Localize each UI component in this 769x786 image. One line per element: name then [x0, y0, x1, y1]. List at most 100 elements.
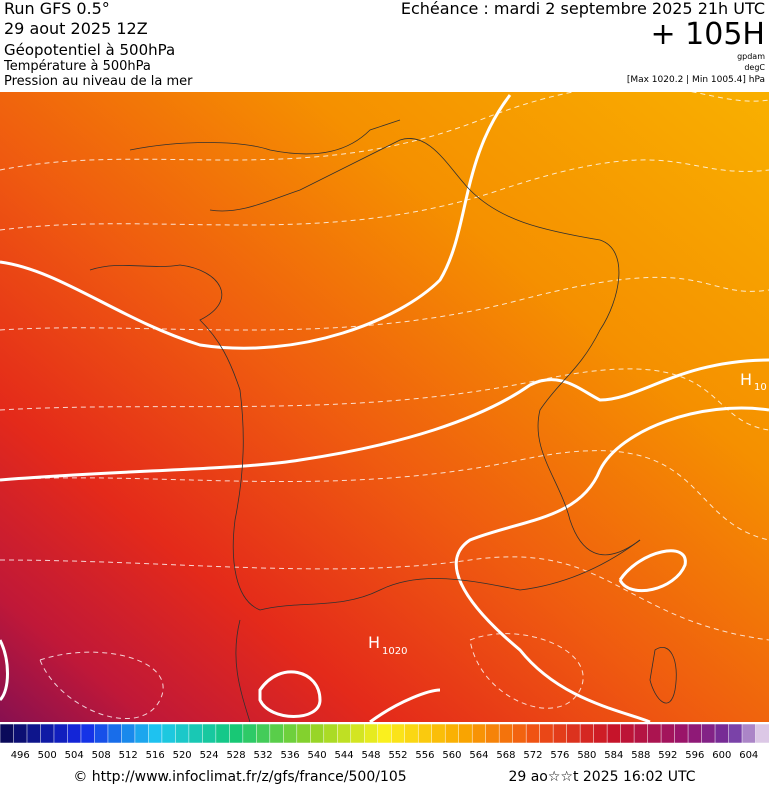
colorbar-label: 572: [523, 750, 542, 761]
colorbar-swatch: [188, 723, 204, 744]
high-letter: H: [740, 370, 752, 389]
colorbar-swatch: [202, 723, 217, 744]
unit: gpdam: [737, 52, 765, 61]
colorbar-swatch: [310, 723, 325, 744]
colorbar-swatch: [229, 723, 244, 744]
colorbar-label: 516: [146, 750, 165, 761]
colorbar-label: 568: [496, 750, 515, 761]
colorbar-swatch: [633, 723, 649, 744]
pressure-contours: [0, 94, 769, 724]
colorbar-label: 552: [388, 750, 407, 761]
unit: degC: [744, 63, 765, 72]
colorbar-swatch: [175, 723, 190, 744]
colorbar-label: 596: [685, 750, 704, 761]
colorbar-label: 560: [442, 750, 461, 761]
colorbar-label: 524: [200, 750, 219, 761]
colorbar-swatch: [148, 723, 163, 744]
colorbar-swatch: [283, 723, 298, 744]
colorbar-label: 512: [119, 750, 138, 761]
map: H 1020 H 10: [0, 85, 769, 724]
colorbar: 496 500 504 508 512 516 520 524 528 532 536 540 544 5…: [0, 723, 769, 761]
high-letter: H: [368, 633, 380, 652]
colorbar-swatch: [364, 723, 379, 744]
colorbar-swatch: [26, 723, 42, 744]
colorbar-swatch: [377, 723, 392, 744]
colorbar-label: 580: [577, 750, 596, 761]
colorbar-swatch: [714, 723, 730, 744]
colorbar-swatch: [701, 723, 716, 744]
run: Run GFS 0.5°: [4, 0, 110, 18]
colorbar-swatch: [458, 723, 473, 744]
colorbar-swatch: [512, 723, 527, 744]
colorbar-swatch: [337, 723, 352, 744]
colorbar-label: 588: [631, 750, 650, 761]
echeance: Echéance : mardi 2 septembre 2025 21h UT…: [401, 0, 765, 18]
high-value: 10: [754, 382, 767, 393]
colorbar-label: 564: [469, 750, 488, 761]
colorbar-swatch: [404, 723, 419, 744]
colorbar-label: 504: [65, 750, 84, 761]
colorbar-swatch: [579, 723, 595, 744]
lead: + 105H: [651, 17, 766, 52]
colorbar-label: 604: [739, 750, 758, 761]
colorbar-label: 556: [415, 750, 434, 761]
colorbar-swatch: [121, 723, 136, 744]
range: [Max 1020.2 | Min 1005.4] hPa: [627, 75, 765, 85]
coastlines: [89, 119, 677, 723]
colorbar-swatch: [53, 723, 69, 744]
colorbar-label: 548: [361, 750, 380, 761]
colorbar-swatch: [498, 723, 514, 744]
colorbar-label: 536: [281, 750, 300, 761]
colorbar-swatch: [741, 723, 757, 744]
colorbar-label: 532: [254, 750, 273, 761]
colorbar-swatch: [552, 723, 568, 744]
colorbar-swatch: [256, 723, 271, 744]
colorbar-label: 500: [38, 750, 57, 761]
colorbar-swatch: [13, 723, 28, 744]
field2: Température à 500hPa: [3, 59, 151, 74]
colorbar-swatch: [755, 723, 769, 744]
colorbar-swatch: [0, 723, 15, 744]
colorbar-swatch: [350, 723, 366, 744]
colorbar-swatch: [539, 723, 554, 744]
date: 29 aout 2025 12Z: [4, 19, 148, 38]
colorbar-swatch: [660, 723, 676, 744]
temperature-contours: [0, 85, 769, 719]
colorbar-swatch: [40, 723, 55, 744]
map-background: [0, 92, 769, 722]
colorbar-swatch: [566, 723, 581, 744]
colorbar-swatch: [687, 723, 703, 744]
colorbar-swatch: [134, 723, 150, 744]
colorbar-label: 592: [658, 750, 677, 761]
field: Géopotentiel à 500hPa: [4, 41, 175, 59]
colorbar-label: 540: [307, 750, 326, 761]
colorbar-swatch: [674, 723, 689, 744]
colorbar-swatch: [80, 723, 96, 744]
colorbar-label: 600: [712, 750, 731, 761]
colorbar-swatch: [215, 723, 231, 744]
footer-stamp: 29 ao☆☆t 2025 16:02 UTC: [508, 769, 695, 785]
colorbar-swatch: [67, 723, 82, 744]
colorbar-swatch: [728, 723, 743, 744]
colorbar-label: 544: [334, 750, 353, 761]
colorbar-swatch: [431, 723, 446, 744]
colorbar-swatch: [161, 723, 177, 744]
footer-url: © http://www.infoclimat.fr/z/gfs/france/…: [73, 769, 406, 785]
field3: Pression au niveau de la mer: [4, 74, 193, 89]
colorbar-swatch: [471, 723, 487, 744]
colorbar-swatch: [593, 723, 608, 744]
colorbar-swatch: [107, 723, 123, 744]
colorbar-swatch: [417, 723, 433, 744]
colorbar-swatch: [647, 723, 662, 744]
colorbar-swatch: [620, 723, 635, 744]
colorbar-swatch: [485, 723, 500, 744]
colorbar-swatch: [606, 723, 622, 744]
colorbar-swatch: [390, 723, 406, 744]
colorbar-swatch: [269, 723, 285, 744]
colorbar-label: 528: [227, 750, 246, 761]
colorbar-label: 496: [11, 750, 30, 761]
colorbar-label: 576: [550, 750, 569, 761]
high-value: 1020: [382, 646, 407, 657]
colorbar-label: 508: [92, 750, 111, 761]
